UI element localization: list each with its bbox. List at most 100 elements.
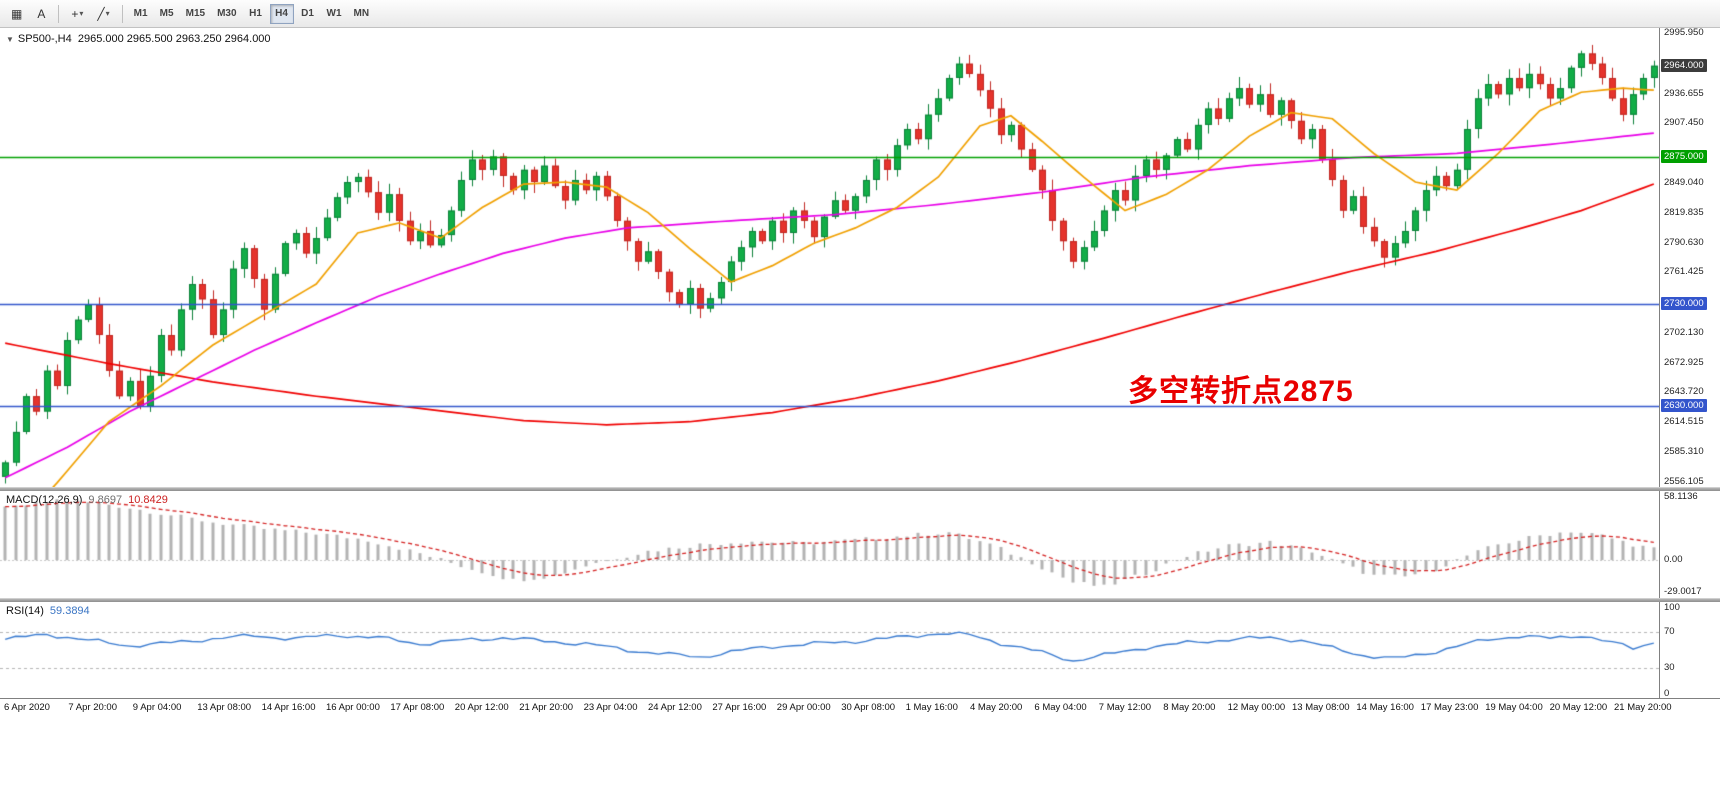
chart-type-tool-button[interactable]: ▦	[4, 3, 29, 25]
macd-tick-label: -29.0017	[1664, 586, 1702, 598]
time-axis-label: 14 May 16:00	[1356, 702, 1414, 713]
toolbar-tools-group: ▦ A + ▾ ╱ ▾	[4, 3, 117, 25]
time-axis-label: 23 Apr 04:00	[583, 702, 638, 713]
rsi-chart-canvas[interactable]	[0, 602, 1659, 698]
chevron-down-icon: ▾	[79, 9, 84, 18]
macd-main-value: 9.8697	[88, 494, 123, 506]
time-axis-label: 17 Apr 08:00	[390, 702, 445, 713]
panel-separator[interactable]	[0, 487, 1720, 491]
price-tick-label: 2761.425	[1664, 266, 1704, 278]
time-axis-label: 21 May 20:00	[1614, 702, 1672, 713]
rsi-value: 59.3894	[49, 605, 90, 617]
macd-label-row: MACD(12,26,9) 9.8697 10.8429	[6, 494, 168, 506]
chart-ohlc-values: 2965.000 2965.500 2963.250 2964.000	[77, 33, 271, 45]
rsi-axis[interactable]: 100 70 30 0	[1659, 602, 1720, 699]
timeframe-m30-button[interactable]: M30	[212, 4, 241, 24]
toolbar-separator	[121, 4, 123, 23]
price-badge: 2964.000	[1661, 58, 1707, 72]
price-tick-label: 2995.950	[1664, 27, 1704, 39]
price-badge: 2875.000	[1661, 149, 1707, 163]
timeframe-button-group: M1 M5 M15 M30 H1 H4 D1 W1 MN	[128, 3, 375, 24]
timeframe-mn-button[interactable]: MN	[349, 4, 375, 24]
price-tick-label: 2556.105	[1664, 475, 1704, 487]
macd-axis[interactable]: 58.1136 0.00 -29.0017	[1659, 491, 1720, 598]
macd-signal-value: 10.8429	[128, 494, 168, 506]
trendline-tool-icon: ╱	[97, 6, 105, 21]
rsi-tick-label: 30	[1664, 661, 1675, 673]
price-tick-label: 2849.040	[1664, 176, 1704, 188]
price-tick-label: 2790.630	[1664, 236, 1704, 248]
price-tick-label: 2672.925	[1664, 356, 1704, 368]
rsi-tick-label: 70	[1664, 626, 1675, 638]
time-axis-label: 6 Apr 2020	[4, 702, 50, 713]
rsi-tick-label: 0	[1664, 688, 1670, 699]
trendline-tool-button[interactable]: ╱ ▾	[90, 3, 116, 25]
timeframe-h4-button[interactable]: H4	[269, 3, 294, 24]
chart-type-tool-icon: ▦	[11, 6, 23, 21]
timeframe-m15-button[interactable]: M15	[181, 4, 210, 24]
time-axis-label: 14 Apr 16:00	[261, 702, 316, 713]
chart-title: ▼ SP500-,H4 2965.000 2965.500 2963.250 29…	[6, 33, 271, 45]
time-axis-label: 16 Apr 00:00	[326, 702, 380, 713]
price-tick-label: 2907.450	[1664, 117, 1704, 129]
timeframe-h1-button[interactable]: H1	[244, 4, 268, 24]
time-axis-label: 4 May 20:00	[970, 702, 1023, 713]
candlestick-chart-canvas[interactable]	[0, 28, 1659, 487]
time-axis-label: 21 Apr 20:00	[519, 702, 574, 713]
rsi-tick-label: 100	[1664, 602, 1680, 613]
panel-separator[interactable]	[0, 598, 1720, 602]
timeframe-m1-button[interactable]: M1	[129, 4, 153, 24]
chart-symbol-period: SP500-,H4	[17, 33, 72, 45]
price-tick-label: 2614.515	[1664, 416, 1704, 428]
time-axis-label: 8 May 20:00	[1163, 702, 1216, 713]
time-axis-label: 17 May 23:00	[1420, 702, 1479, 713]
time-axis[interactable]: 6 Apr 2020 7 Apr 20:00 9 Apr 04:00 13 Apr 0…	[0, 698, 1720, 718]
toolbar: ▦ A + ▾ ╱ ▾ M1 M5 M15 M30 H1 H4 D1 W1 MN	[0, 0, 1720, 28]
text-label-tool-button[interactable]: A	[29, 3, 53, 25]
timeframe-m5-button[interactable]: M5	[155, 4, 179, 24]
timeframe-w1-button[interactable]: W1	[322, 4, 347, 24]
bottom-blank-area	[0, 718, 1720, 790]
time-axis-label: 24 Apr 12:00	[648, 702, 702, 713]
time-axis-label: 6 May 04:00	[1034, 702, 1087, 713]
price-tick-label: 2702.130	[1664, 326, 1704, 338]
macd-tick-label: 58.1136	[1664, 491, 1698, 502]
time-axis-label: 30 Apr 08:00	[841, 702, 896, 713]
time-axis-label: 7 May 12:00	[1098, 702, 1152, 713]
time-axis-label: 7 Apr 20:00	[68, 702, 117, 713]
time-axis-label: 13 May 08:00	[1292, 702, 1350, 713]
crosshair-tool-icon: +	[71, 6, 79, 21]
main-chart-panel[interactable]: ▼ SP500-,H4 2965.000 2965.500 2963.250 29…	[0, 28, 1659, 487]
chevron-down-icon: ▾	[105, 9, 110, 18]
time-axis-label: 27 Apr 16:00	[712, 702, 767, 713]
annotation-text[interactable]: 多空转折点2875	[1128, 375, 1354, 408]
rsi-label: RSI(14)	[6, 605, 44, 617]
macd-label: MACD(12,26,9)	[6, 494, 83, 506]
price-axis[interactable]: 2995.950 2936.655 2907.450 2849.040 2819.835…	[1659, 27, 1720, 487]
price-tick-label: 2643.720	[1664, 386, 1704, 398]
price-tick-label: 2936.655	[1664, 87, 1704, 99]
crosshair-tool-button[interactable]: + ▾	[64, 3, 90, 25]
macd-chart-canvas[interactable]	[0, 491, 1659, 598]
collapse-icon: ▼	[6, 35, 14, 44]
time-axis-label: 12 May 00:00	[1227, 702, 1286, 713]
price-badge: 2730.000	[1661, 297, 1707, 311]
price-badge: 2630.000	[1661, 399, 1707, 413]
rsi-panel[interactable]: RSI(14) 59.3894	[0, 602, 1659, 698]
text-label-tool-icon: A	[37, 6, 46, 21]
time-axis-label: 20 Apr 12:00	[454, 702, 509, 713]
time-axis-label: 20 May 12:00	[1549, 702, 1608, 713]
price-tick-label: 2585.310	[1664, 446, 1704, 457]
toolbar-separator	[58, 4, 60, 23]
price-tick-label: 2819.835	[1664, 206, 1704, 218]
time-axis-label: 29 Apr 00:00	[776, 702, 831, 713]
time-axis-label: 1 May 16:00	[905, 702, 958, 713]
macd-panel[interactable]: MACD(12,26,9) 9.8697 10.8429	[0, 491, 1659, 598]
time-axis-label: 9 Apr 04:00	[132, 702, 182, 713]
macd-tick-label: 0.00	[1664, 554, 1683, 566]
rsi-label-row: RSI(14) 59.3894	[6, 605, 90, 617]
time-axis-label: 19 May 04:00	[1485, 702, 1543, 713]
timeframe-d1-button[interactable]: D1	[296, 4, 320, 24]
time-axis-label: 13 Apr 08:00	[197, 702, 252, 713]
